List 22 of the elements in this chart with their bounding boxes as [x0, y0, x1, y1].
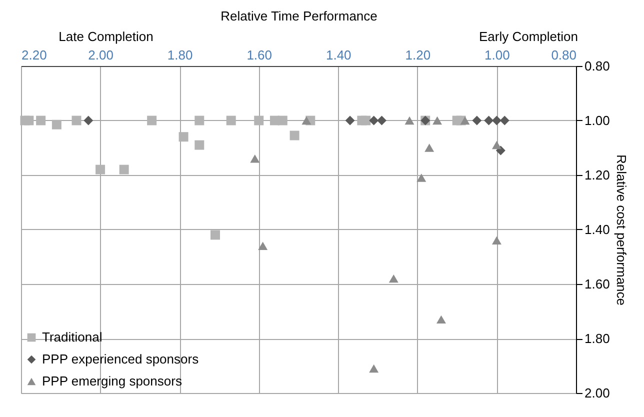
- text: Late Completion: [58, 29, 154, 44]
- y-tick-label: 0.80: [584, 58, 610, 74]
- y-tick-label: 1.80: [584, 331, 610, 346]
- y-tick-label: 1.00: [584, 113, 610, 128]
- y-tick-label: 1.40: [584, 222, 610, 237]
- y-tick-label: 1.20: [584, 168, 610, 182]
- text: Early Completion: [479, 29, 578, 44]
- x-tick-label: 1.60: [246, 48, 272, 62]
- legend-label: PPP experienced sponsors: [42, 352, 200, 366]
- y-axis-title: Relative cost performance: [614, 154, 629, 306]
- x-tick-label: 1.80: [167, 48, 193, 62]
- x-tick-label: 0.80: [551, 48, 576, 62]
- x-tick-label: 2.20: [22, 48, 47, 62]
- legend-label: Traditional: [42, 330, 102, 344]
- x-tick-label: 1.40: [326, 48, 352, 62]
- x-tick-label: 2.00: [88, 48, 114, 62]
- x-tick-label: 1.20: [405, 48, 431, 62]
- x-tick-label: 1.00: [484, 48, 510, 62]
- y-tick-label: 2.00: [584, 386, 610, 400]
- y-tick-label: 1.60: [584, 276, 610, 292]
- x-axis-title: Relative Time Performance: [220, 8, 378, 24]
- legend-label: PPP emerging sponsors: [42, 374, 182, 388]
